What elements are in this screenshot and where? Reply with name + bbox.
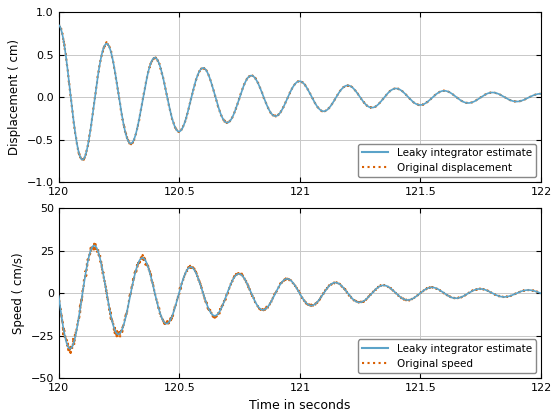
Original displacement [290,84,297,89]
Leaky integrator estimate [79,157,86,162]
Original displacement [524,96,530,101]
Leaky integrator estimate [55,23,62,28]
Leaky integrator estimate [80,284,87,289]
Leaky integrator estimate [278,281,284,286]
Original speed [524,288,531,293]
Line: Leaky integrator estimate: Leaky integrator estimate [59,246,541,349]
Leaky integrator estimate [524,96,530,101]
Leaky integrator estimate [277,110,284,115]
Original speed [290,281,297,286]
Original displacement [80,158,86,163]
Original displacement [435,90,442,95]
Leaky integrator estimate [538,291,544,296]
Line: Leaky integrator estimate: Leaky integrator estimate [59,25,541,160]
Original speed [55,297,62,302]
Y-axis label: Speed ( cm/s): Speed ( cm/s) [12,252,25,334]
Original displacement [538,91,544,96]
Leaky integrator estimate [67,346,73,351]
Original displacement [277,110,284,115]
Leaky integrator estimate [80,157,87,162]
Leaky integrator estimate [435,90,442,95]
Leaky integrator estimate [524,288,531,293]
Original speed [436,287,442,292]
Leaky integrator estimate [91,243,97,248]
Original displacement [80,156,87,161]
Original speed [80,285,87,290]
Line: Original speed: Original speed [59,244,541,353]
Leaky integrator estimate [290,281,297,286]
Leaky integrator estimate [55,294,62,299]
X-axis label: Time in seconds: Time in seconds [249,399,351,412]
Original speed [524,287,530,292]
Original speed [538,291,544,296]
Leaky integrator estimate [436,287,442,292]
Leaky integrator estimate [524,288,530,293]
Leaky integrator estimate [290,84,297,89]
Line: Original displacement: Original displacement [59,23,541,160]
Original speed [278,282,284,287]
Legend: Leaky integrator estimate, Original speed: Leaky integrator estimate, Original spee… [358,339,536,373]
Leaky integrator estimate [524,96,530,101]
Original speed [91,241,97,246]
Legend: Leaky integrator estimate, Original displacement: Leaky integrator estimate, Original disp… [358,144,536,177]
Leaky integrator estimate [538,91,544,96]
Original speed [67,350,74,355]
Original displacement [55,21,62,26]
Original displacement [524,96,530,101]
Y-axis label: Displacement ( cm): Displacement ( cm) [8,39,21,155]
